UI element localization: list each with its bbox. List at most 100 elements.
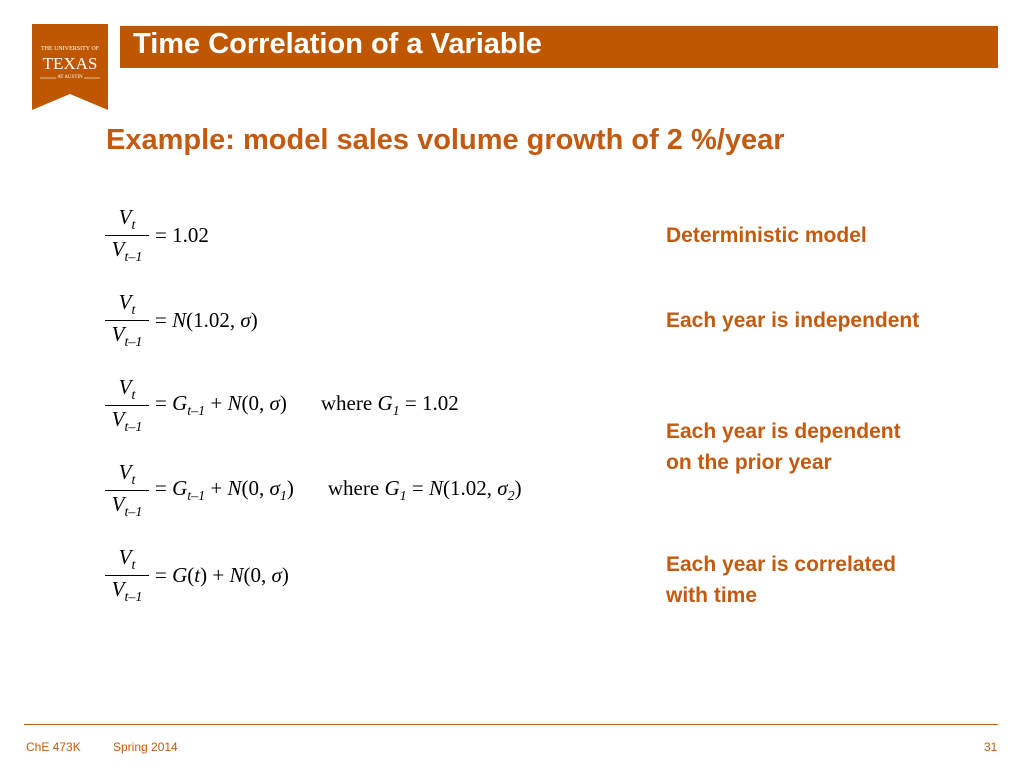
math-term: (0,	[241, 391, 270, 415]
math-term: t	[194, 563, 201, 587]
math-term: (0,	[243, 563, 272, 587]
math-term: +	[205, 391, 228, 415]
math-term: ) +	[200, 563, 230, 587]
subscript: t	[131, 558, 136, 573]
subtitle: Example: model sales volume growth of 2 …	[106, 124, 785, 156]
math-term: 2	[507, 489, 515, 504]
math-term: σ	[271, 563, 282, 587]
footer-term: Spring 2014	[113, 740, 178, 754]
description: Deterministic model	[666, 220, 867, 251]
variable: V	[118, 375, 132, 399]
fraction: Vt Vt–1	[105, 460, 149, 521]
logo-text: THE UNIVERSITY OF	[40, 46, 100, 52]
fraction: Vt Vt–1	[105, 290, 149, 351]
description: Each year is dependent on the prior year	[666, 416, 901, 478]
numerator: Vt	[105, 545, 149, 576]
description: Each year is independent	[666, 305, 919, 336]
math-term: +	[205, 476, 228, 500]
math-term: (1.02,	[186, 308, 241, 332]
variable: V	[111, 492, 125, 516]
fraction: Vt Vt–1	[105, 375, 149, 436]
denominator: Vt–1	[105, 406, 149, 436]
title-bar	[120, 26, 998, 68]
description-line: Each year is dependent	[666, 420, 901, 443]
variable: V	[118, 545, 132, 569]
math-term: G	[172, 391, 188, 415]
subscript: t–1	[124, 505, 143, 520]
variable: V	[111, 322, 125, 346]
math-term: =	[155, 563, 173, 587]
logo: THE UNIVERSITY OF TEXAS AT AUSTIN	[32, 24, 108, 110]
logo-text: TEXAS	[42, 54, 98, 73]
math-term: 1	[399, 489, 407, 504]
math-term: N	[428, 476, 443, 500]
math-term: )	[281, 563, 289, 587]
numerator: Vt	[105, 375, 149, 406]
math-term: σ	[269, 391, 280, 415]
equation: Vt Vt–1 = N(1.02, σ)	[105, 290, 258, 351]
subscript: t–1	[124, 590, 143, 605]
math-term: )	[514, 476, 522, 500]
math-term: where	[327, 476, 385, 500]
subscript: t	[131, 218, 136, 233]
subscript: t–1	[124, 250, 143, 265]
math-term: =	[406, 476, 429, 500]
description-line: with time	[666, 584, 758, 607]
description-line: on the prior year	[666, 451, 832, 474]
numerator: Vt	[105, 205, 149, 236]
footer-course: ChE 473K	[26, 740, 81, 754]
math-term: σ	[240, 308, 251, 332]
equation-condition: where G1 = N(1.02, σ2)	[328, 476, 522, 505]
math-term: (	[187, 563, 195, 587]
math-term: t–1	[187, 404, 206, 419]
variable: V	[118, 460, 132, 484]
equation-rhs: = G(t) + N(0, σ)	[155, 563, 289, 588]
subscript: t–1	[124, 420, 143, 435]
math-term: N	[227, 476, 242, 500]
math-term: =	[155, 308, 173, 332]
fraction: Vt Vt–1	[105, 545, 149, 606]
math-term: σ	[269, 476, 280, 500]
equation: Vt Vt–1 = G(t) + N(0, σ)	[105, 545, 289, 606]
variable: V	[111, 237, 125, 261]
math-term: G	[172, 476, 188, 500]
math-term: σ	[497, 476, 508, 500]
math-term: N	[172, 308, 187, 332]
math-term: =	[155, 476, 173, 500]
math-term: =	[155, 391, 173, 415]
math-term: )	[286, 476, 294, 500]
math-term: 1	[392, 404, 400, 419]
subscript: t–1	[124, 335, 143, 350]
equation: Vt Vt–1 = Gt–1 + N(0, σ) where G1 = 1.02	[105, 375, 459, 436]
math-term: G	[384, 476, 400, 500]
math-term: N	[229, 563, 244, 587]
denominator: Vt–1	[105, 321, 149, 351]
description-line: Deterministic model	[666, 224, 867, 247]
math-term: N	[227, 391, 242, 415]
numerator: Vt	[105, 290, 149, 321]
math-term: )	[250, 308, 258, 332]
logo-shield	[32, 24, 108, 110]
slide-title: Time Correlation of a Variable	[133, 28, 542, 60]
equation-rhs: = Gt–1 + N(0, σ1)	[155, 476, 294, 505]
variable: V	[111, 407, 125, 431]
logo-text: AT AUSTIN	[57, 75, 83, 80]
math-term: where	[320, 391, 378, 415]
numerator: Vt	[105, 460, 149, 491]
equation-rhs: = 1.02	[155, 223, 209, 248]
math-term: t–1	[187, 489, 206, 504]
math-term: )	[279, 391, 287, 415]
description-line: Each year is correlated	[666, 553, 896, 576]
math-term: 1	[279, 489, 287, 504]
variable: V	[118, 205, 132, 229]
equation: Vt Vt–1 = Gt–1 + N(0, σ1) where G1 = N(1.02…	[105, 460, 522, 521]
denominator: Vt–1	[105, 491, 149, 521]
math-term: = 1.02	[155, 223, 209, 247]
math-term: (1.02,	[442, 476, 498, 500]
denominator: Vt–1	[105, 576, 149, 606]
description: Each year is correlated with time	[666, 549, 896, 611]
math-term: G	[377, 391, 393, 415]
equation-condition: where G1 = 1.02	[321, 391, 459, 420]
math-term: (0,	[241, 476, 270, 500]
